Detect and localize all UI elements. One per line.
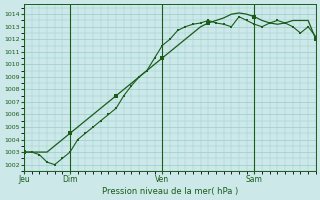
X-axis label: Pression niveau de la mer( hPa ): Pression niveau de la mer( hPa ) [102,187,238,196]
